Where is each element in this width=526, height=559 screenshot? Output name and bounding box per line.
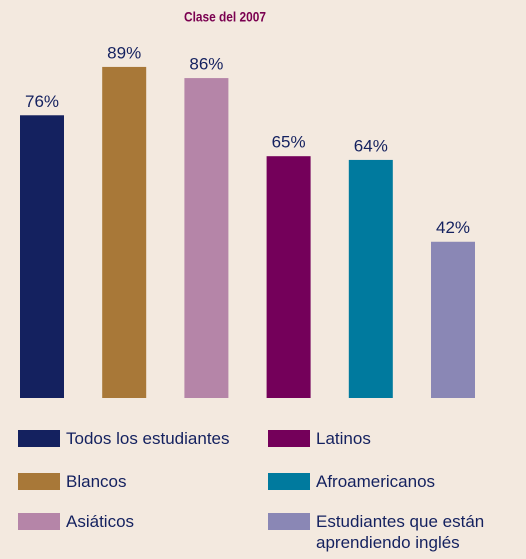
legend-swatch [18, 513, 60, 530]
bar [20, 115, 64, 398]
value-label: 65% [272, 133, 306, 152]
legend-swatch [18, 473, 60, 490]
bar [102, 66, 147, 399]
legend-swatch [18, 430, 60, 447]
value-label: 64% [354, 136, 388, 155]
value-label: 86% [189, 55, 223, 74]
legend-swatch [268, 430, 310, 447]
chart-title: Clase del 2007 [184, 9, 266, 25]
legend-label: Blancos [66, 472, 127, 491]
legend-label: Asiáticos [66, 512, 135, 531]
value-label: 76% [25, 92, 59, 111]
bar [431, 241, 475, 398]
legend-swatch [268, 513, 310, 530]
bar [348, 159, 393, 398]
value-label: 42% [436, 218, 470, 237]
legend-label: Latinos [316, 429, 371, 448]
bar [266, 156, 311, 398]
value-label: 89% [107, 43, 141, 62]
legend-label: Estudiantes que están aprendiendo inglés [316, 512, 485, 552]
legend-swatch [268, 473, 310, 490]
bar [184, 78, 229, 398]
legend-label: Todos los estudiantes [66, 429, 230, 448]
legend-label: Afroamericanos [316, 472, 436, 491]
